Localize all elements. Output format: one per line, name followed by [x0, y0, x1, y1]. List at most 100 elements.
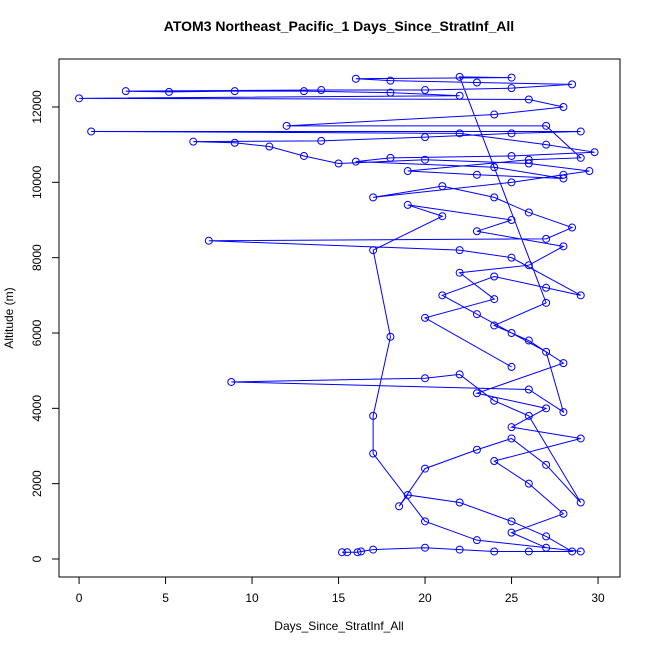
- data-point: [343, 548, 352, 557]
- data-point: [421, 133, 430, 142]
- data-point: [472, 389, 481, 398]
- data-point: [472, 445, 481, 454]
- data-point: [507, 178, 516, 187]
- data-point: [507, 362, 516, 371]
- data-point: [568, 547, 577, 556]
- data-point: [421, 374, 430, 383]
- data-point: [507, 215, 516, 224]
- data-point: [75, 94, 84, 103]
- data-point: [542, 121, 551, 130]
- data-point: [189, 137, 198, 146]
- data-point: [421, 517, 430, 526]
- x-tick-label: 30: [591, 591, 605, 605]
- data-point: [507, 73, 516, 82]
- data-point: [299, 151, 308, 160]
- data-point: [369, 246, 378, 255]
- data-point: [490, 547, 499, 556]
- data-point: [542, 404, 551, 413]
- plot-frame: [58, 58, 621, 578]
- data-point: [455, 268, 464, 277]
- data-point: [524, 208, 533, 217]
- data-point: [165, 87, 174, 96]
- data-point: [559, 509, 568, 518]
- data-point: [542, 347, 551, 356]
- data-point: [490, 163, 499, 172]
- data-point: [490, 193, 499, 202]
- data-point: [524, 479, 533, 488]
- x-tick-label: 5: [162, 591, 169, 605]
- data-point: [542, 460, 551, 469]
- y-axis-label: Altitude (m): [2, 287, 16, 348]
- data-point: [386, 332, 395, 341]
- data-point: [334, 159, 343, 168]
- data-point: [438, 212, 447, 221]
- data-point: [472, 310, 481, 319]
- data-point: [576, 434, 585, 443]
- x-tick-label: 15: [332, 591, 346, 605]
- data-point: [507, 517, 516, 526]
- data-point: [568, 223, 577, 232]
- data-point: [490, 295, 499, 304]
- data-point: [507, 423, 516, 432]
- data-point: [421, 155, 430, 164]
- y-tick-label: 0: [30, 555, 44, 562]
- data-point: [472, 227, 481, 236]
- data-point: [438, 291, 447, 300]
- data-point: [369, 449, 378, 458]
- data-point: [490, 457, 499, 466]
- y-tick-label: 12000: [30, 90, 44, 124]
- data-point: [455, 129, 464, 138]
- data-point: [490, 110, 499, 119]
- data-point: [204, 236, 213, 245]
- data-point: [559, 170, 568, 179]
- data-point: [576, 547, 585, 556]
- data-point: [421, 86, 430, 95]
- y-tick-label: 10000: [30, 165, 44, 199]
- data-point: [455, 72, 464, 81]
- data-point: [524, 95, 533, 104]
- x-tick-label: 25: [505, 591, 519, 605]
- data-point: [559, 102, 568, 111]
- data-point: [507, 434, 516, 443]
- series-line: [79, 76, 595, 553]
- data-point: [472, 536, 481, 545]
- data-point: [227, 377, 236, 386]
- data-point: [568, 80, 577, 89]
- data-point: [403, 200, 412, 209]
- data-point: [403, 490, 412, 499]
- data-point: [542, 543, 551, 552]
- data-point: [369, 411, 378, 420]
- data-point: [338, 548, 347, 557]
- data-point: [421, 464, 430, 473]
- data-point: [265, 142, 274, 151]
- data-point: [472, 78, 481, 87]
- data-point: [507, 528, 516, 537]
- data-point: [542, 140, 551, 149]
- data-point: [87, 127, 96, 136]
- data-point: [230, 138, 239, 147]
- data-point: [524, 159, 533, 168]
- data-point: [524, 336, 533, 345]
- data-point: [559, 359, 568, 368]
- data-point: [507, 129, 516, 138]
- data-point: [524, 547, 533, 556]
- data-point: [559, 242, 568, 251]
- data-point: [576, 291, 585, 300]
- data-point: [576, 153, 585, 162]
- data-point: [230, 87, 239, 96]
- y-tick-label: 2000: [30, 470, 44, 497]
- data-point: [542, 532, 551, 541]
- data-point: [317, 136, 326, 145]
- data-point: [559, 174, 568, 183]
- data-point: [490, 396, 499, 405]
- data-point: [299, 87, 308, 96]
- chart-title: ATOM3 Northeast_Pacific_1 Days_Since_Str…: [164, 18, 514, 34]
- data-point: [282, 121, 291, 130]
- data-point: [438, 182, 447, 191]
- data-point: [490, 272, 499, 281]
- data-point: [317, 86, 326, 95]
- x-tick-label: 20: [418, 591, 432, 605]
- data-point: [369, 545, 378, 554]
